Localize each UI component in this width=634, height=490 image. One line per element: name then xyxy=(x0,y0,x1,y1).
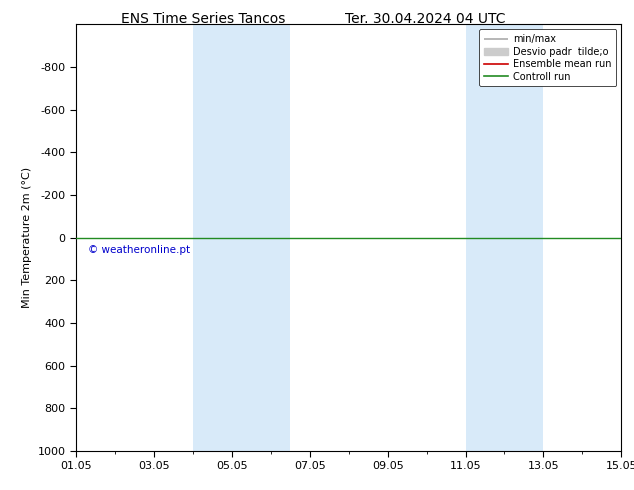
Legend: min/max, Desvio padr  tilde;o, Ensemble mean run, Controll run: min/max, Desvio padr tilde;o, Ensemble m… xyxy=(479,29,616,86)
Y-axis label: Min Temperature 2m (°C): Min Temperature 2m (°C) xyxy=(22,167,32,308)
Bar xyxy=(193,24,290,451)
Text: ENS Time Series Tancos: ENS Time Series Tancos xyxy=(120,12,285,26)
Bar xyxy=(465,24,543,451)
Text: © weatheronline.pt: © weatheronline.pt xyxy=(87,245,190,255)
Text: Ter. 30.04.2024 04 UTC: Ter. 30.04.2024 04 UTC xyxy=(344,12,505,26)
